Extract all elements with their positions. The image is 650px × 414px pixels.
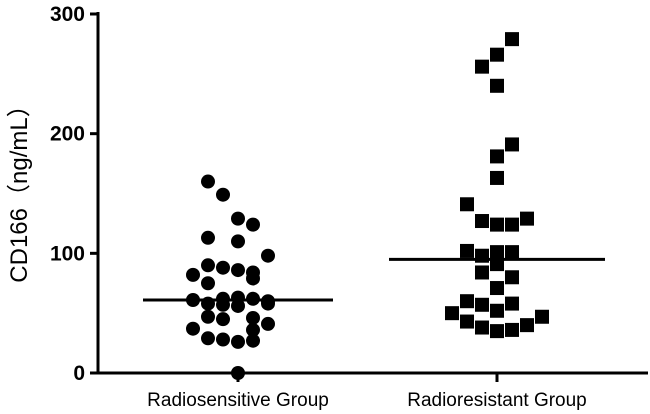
data-point-square <box>460 243 474 258</box>
data-point-circle <box>201 331 215 346</box>
data-point-circle <box>201 230 215 245</box>
data-point-circle <box>216 260 230 275</box>
data-point-square <box>490 303 504 318</box>
data-point-square <box>490 78 504 93</box>
y-tick-label: 200 <box>50 123 85 146</box>
data-points <box>186 32 549 380</box>
data-point-circle <box>186 267 200 282</box>
data-point-square <box>460 314 474 329</box>
data-point-circle <box>216 187 230 202</box>
data-point-circle <box>201 276 215 291</box>
y-tick-label: 100 <box>50 242 85 265</box>
category-labels: Radiosensitive Group Radioresistant Group <box>147 373 587 411</box>
data-point-square <box>490 170 504 185</box>
data-point-square <box>490 47 504 62</box>
data-point-circle <box>186 321 200 336</box>
data-point-circle <box>261 316 275 331</box>
data-point-square <box>520 318 534 333</box>
y-tick-label: 0 <box>73 362 85 385</box>
data-point-square <box>475 59 489 74</box>
data-point-square <box>505 322 519 337</box>
y-tick-label: 300 <box>50 3 85 26</box>
data-point-square <box>475 320 489 335</box>
data-point-square <box>490 324 504 339</box>
data-point-circle <box>216 312 230 327</box>
data-point-circle <box>231 263 245 278</box>
data-point-circle <box>246 310 260 325</box>
data-point-square <box>490 149 504 164</box>
data-point-square <box>520 211 534 226</box>
y-axis-title: CD166（ng/mL） <box>6 93 33 282</box>
data-point-circle <box>231 234 245 249</box>
data-point-square <box>505 245 519 260</box>
data-point-square <box>445 306 459 321</box>
data-point-circle <box>261 248 275 263</box>
data-point-circle <box>246 333 260 348</box>
data-point-square <box>460 294 474 309</box>
category-label: Radiosensitive Group <box>147 390 329 411</box>
data-point-circle <box>231 211 245 226</box>
data-point-square <box>490 281 504 296</box>
data-point-square <box>505 32 519 47</box>
data-point-circle <box>201 309 215 324</box>
category-label: Radioresistant Group <box>407 390 587 411</box>
axes <box>96 12 648 375</box>
data-point-square <box>505 296 519 311</box>
data-point-circle <box>216 332 230 347</box>
data-point-circle <box>201 258 215 273</box>
data-point-circle <box>246 271 260 286</box>
data-point-circle <box>246 322 260 337</box>
data-point-circle <box>231 298 245 313</box>
y-ticks: 0 100 200 300 <box>50 3 98 385</box>
data-point-square <box>505 137 519 152</box>
data-point-square <box>475 214 489 229</box>
median-lines <box>143 257 605 302</box>
data-point-circle <box>231 366 245 380</box>
data-point-square <box>460 197 474 212</box>
data-point-circle <box>246 217 260 232</box>
data-point-square <box>505 217 519 232</box>
data-point-square <box>475 265 489 280</box>
data-point-square <box>475 297 489 312</box>
data-point-circle <box>201 174 215 189</box>
data-point-square <box>535 309 549 324</box>
data-point-circle <box>231 334 245 349</box>
data-point-square <box>490 245 504 260</box>
data-point-square <box>505 270 519 285</box>
data-point-square <box>490 217 504 232</box>
